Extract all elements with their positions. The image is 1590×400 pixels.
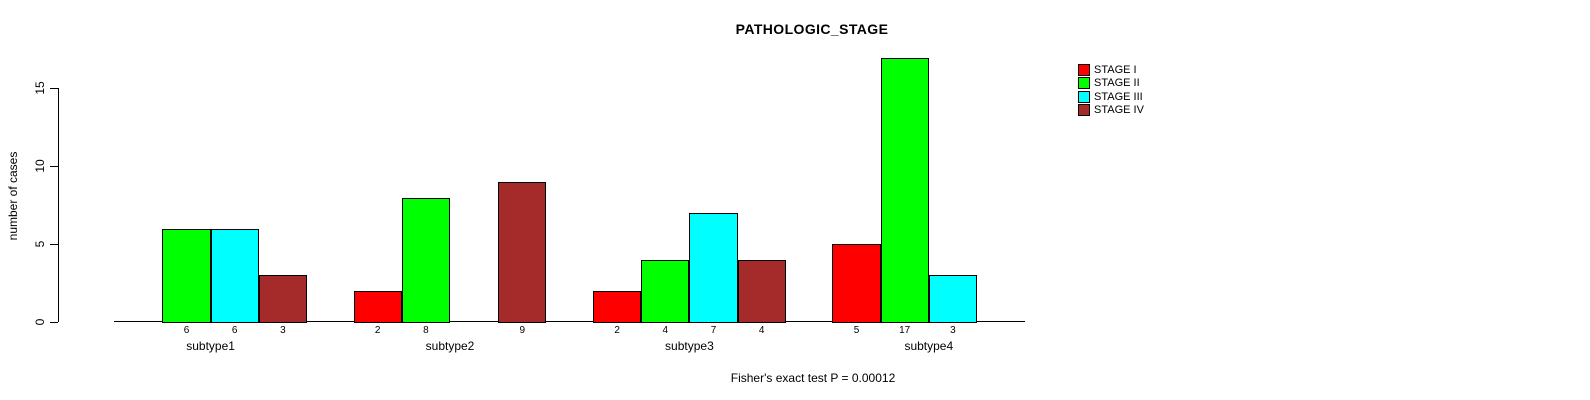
bar-subtype3-stage-i	[593, 290, 642, 323]
y-tick-mark	[50, 243, 58, 245]
y-axis-line	[58, 88, 59, 322]
x-axis-line	[114, 321, 1025, 322]
bar-subtype2-stage-ii	[401, 197, 450, 323]
bar-value-label: 5	[853, 325, 860, 336]
bar-value-label: 3	[280, 325, 286, 336]
bar-value-label: 4	[662, 325, 669, 336]
y-tick-mark	[50, 166, 58, 168]
x-category-label-subtype1: subtype1	[186, 339, 235, 353]
legend-row-stage-i: STAGE I	[1078, 64, 1144, 76]
y-axis-label: number of cases	[6, 151, 20, 241]
bar-subtype4-stage-iii	[928, 274, 977, 323]
fisher-test-footnote: Fisher's exact test P = 0.00012	[730, 371, 896, 385]
y-tick-label: 15	[33, 81, 47, 96]
legend-label: STAGE I	[1094, 64, 1137, 76]
legend-row-stage-iv: STAGE IV	[1078, 104, 1144, 117]
legend: STAGE I STAGE II STAGE III STAGE IV	[1078, 64, 1144, 117]
y-tick-label: 10	[33, 159, 47, 173]
y-tick-mark	[50, 88, 58, 90]
bar-subtype3-stage-iv	[737, 259, 786, 323]
bar-subtype1-stage-ii	[162, 228, 211, 323]
chart-title: PATHOLOGIC_STAGE	[735, 21, 889, 37]
legend-swatch-icon	[1078, 64, 1090, 76]
bar-subtype3-stage-ii	[641, 259, 690, 323]
legend-swatch-icon	[1078, 90, 1090, 103]
bar-value-label: 2	[614, 325, 620, 336]
bar-value-label: 6	[231, 325, 238, 336]
y-tick-mark	[50, 321, 58, 323]
bar-value-label: 4	[758, 325, 765, 336]
bar-subtype2-stage-i	[353, 290, 402, 323]
legend-swatch-icon	[1078, 104, 1090, 117]
bar-value-label: 6	[183, 325, 190, 336]
bar-subtype1-stage-iii	[210, 228, 259, 323]
bar-subtype4-stage-i	[832, 243, 881, 323]
bar-value-label: 3	[950, 325, 956, 336]
bar-value-label: 9	[519, 325, 526, 336]
legend-label: STAGE II	[1094, 77, 1140, 90]
y-tick-label: 5	[33, 240, 47, 248]
legend-row-stage-iii: STAGE III	[1078, 90, 1144, 103]
legend-row-stage-ii: STAGE II	[1078, 77, 1144, 90]
bar-value-label: 8	[423, 325, 429, 336]
bar-subtype3-stage-iii	[689, 212, 738, 323]
y-tick-label: 0	[33, 318, 47, 326]
x-category-label-subtype3: subtype3	[665, 339, 714, 353]
legend-label: STAGE IV	[1094, 104, 1144, 117]
bar-value-label: 17	[899, 325, 911, 336]
bar-subtype4-stage-ii	[880, 57, 929, 323]
legend-swatch-icon	[1078, 77, 1090, 90]
bar-subtype1-stage-iv	[258, 274, 307, 323]
x-category-label-subtype2: subtype2	[425, 339, 475, 353]
bar-value-label: 2	[374, 325, 381, 336]
bar-value-label: 7	[710, 325, 717, 336]
bar-subtype2-stage-iv	[498, 181, 547, 323]
x-category-label-subtype4: subtype4	[904, 339, 954, 353]
legend-label: STAGE III	[1094, 90, 1143, 103]
